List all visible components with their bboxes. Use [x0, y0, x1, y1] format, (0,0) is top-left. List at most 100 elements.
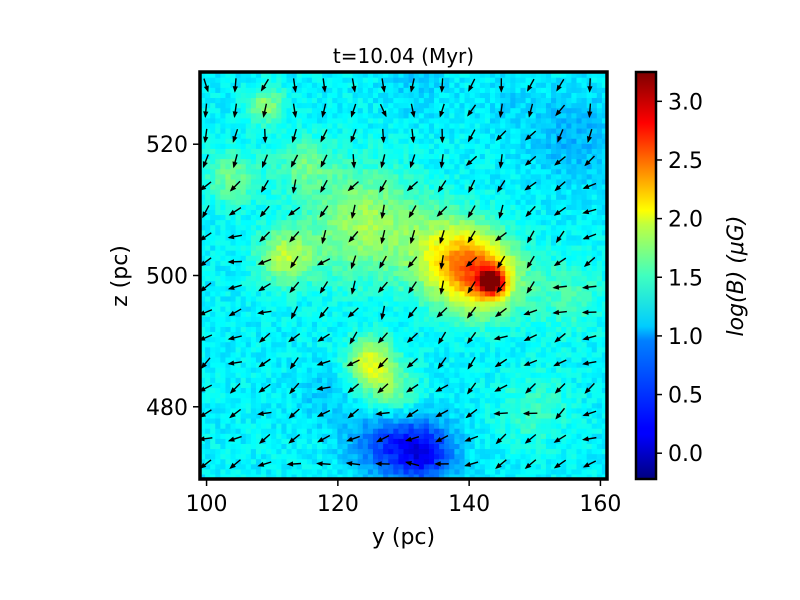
heatmap-cell	[322, 275, 328, 282]
heatmap-cell	[286, 351, 293, 358]
heatmap-cell	[240, 260, 247, 266]
heatmap-cell	[423, 250, 430, 256]
heatmap-cell	[245, 316, 252, 322]
heatmap-cell	[322, 82, 328, 88]
heatmap-cell	[510, 219, 517, 226]
heatmap-cell	[250, 387, 257, 394]
heatmap-cell	[413, 275, 420, 282]
heatmap-cell	[301, 407, 308, 414]
heatmap-cell	[230, 194, 237, 200]
heatmap-cell	[423, 290, 430, 297]
heatmap-cell	[398, 382, 405, 389]
heatmap-cell	[474, 321, 481, 327]
heatmap-cell	[271, 285, 277, 292]
heatmap-cell	[449, 72, 455, 78]
heatmap-cell	[296, 122, 303, 129]
heatmap-cell	[255, 407, 262, 414]
heatmap-cell	[215, 92, 221, 99]
heatmap-cell	[510, 372, 517, 378]
heatmap-cell	[286, 397, 293, 404]
heatmap-cell	[388, 82, 394, 88]
heatmap-cell	[322, 224, 328, 231]
heatmap-cell	[230, 275, 237, 282]
heatmap-cell	[398, 463, 405, 470]
heatmap-cell	[367, 463, 374, 470]
heatmap-cell	[342, 244, 349, 251]
heatmap-cell	[250, 234, 257, 241]
heatmap-cell	[464, 311, 471, 317]
heatmap-cell	[327, 285, 333, 292]
heatmap-cell	[337, 351, 344, 358]
heatmap-cell	[250, 122, 257, 129]
heatmap-cell	[474, 194, 481, 200]
heatmap-cell	[362, 372, 369, 378]
heatmap-cell	[357, 87, 364, 93]
heatmap-cell	[444, 372, 450, 378]
heatmap-cell	[423, 270, 430, 277]
heatmap-cell	[449, 397, 455, 404]
heatmap-cell	[240, 412, 247, 419]
heatmap-cell	[276, 244, 282, 251]
heatmap-cell	[413, 168, 420, 175]
heatmap-cell	[469, 112, 476, 119]
heatmap-cell	[367, 306, 374, 312]
heatmap-cell	[495, 448, 501, 455]
heatmap-cell	[372, 138, 379, 144]
heatmap-cell	[352, 214, 359, 221]
heatmap-cell	[225, 224, 232, 231]
heatmap-cell	[434, 158, 440, 165]
heatmap-cell	[220, 331, 227, 338]
heatmap-cell	[342, 219, 349, 226]
heatmap-cell	[393, 300, 400, 307]
heatmap-cell	[347, 265, 354, 272]
heatmap-cell	[337, 117, 344, 124]
heatmap-cell	[378, 423, 384, 429]
heatmap-cell	[215, 77, 221, 83]
heatmap-cell	[449, 351, 455, 358]
heatmap-cell	[423, 356, 430, 363]
heatmap-cell	[245, 331, 252, 338]
heatmap-cell	[372, 382, 379, 389]
heatmap-cell	[474, 392, 481, 399]
heatmap-cell	[383, 77, 389, 83]
heatmap-cell	[235, 250, 242, 256]
heatmap-cell	[464, 250, 471, 256]
heatmap-cell	[266, 138, 272, 144]
heatmap-cell	[220, 229, 227, 236]
heatmap-cell	[474, 290, 481, 297]
heatmap-cell	[434, 423, 440, 429]
heatmap-cell	[230, 265, 237, 272]
heatmap-cell	[347, 280, 354, 287]
heatmap-cell	[378, 382, 384, 389]
heatmap-cell	[403, 321, 410, 327]
heatmap-cell	[296, 306, 303, 312]
heatmap-cell	[449, 82, 455, 88]
heatmap-cell	[245, 285, 252, 292]
heatmap-cell	[500, 234, 506, 241]
heatmap-cell	[250, 239, 257, 246]
heatmap-cell	[317, 97, 323, 104]
heatmap-cell	[332, 133, 338, 139]
heatmap-cell	[383, 407, 389, 414]
heatmap-cell	[357, 224, 364, 231]
heatmap-cell	[505, 97, 511, 104]
heatmap-cell	[428, 280, 435, 287]
heatmap-cell	[250, 189, 257, 195]
heatmap-cell	[372, 158, 379, 165]
heatmap-cell	[332, 102, 338, 109]
heatmap-cell	[454, 443, 461, 450]
heatmap-cell	[439, 290, 445, 297]
heatmap-cell	[489, 183, 496, 190]
heatmap-cell	[459, 209, 466, 216]
heatmap-cell	[393, 143, 400, 149]
heatmap-cell	[200, 239, 206, 246]
heatmap-cell	[403, 143, 410, 149]
heatmap-cell	[337, 209, 344, 216]
heatmap-cell	[306, 77, 313, 83]
heatmap-cell	[413, 311, 420, 317]
heatmap-cell	[235, 183, 242, 190]
heatmap-cell	[342, 295, 349, 302]
heatmap-cell	[418, 321, 425, 327]
heatmap-cell	[444, 244, 450, 251]
heatmap-cell	[200, 97, 206, 104]
